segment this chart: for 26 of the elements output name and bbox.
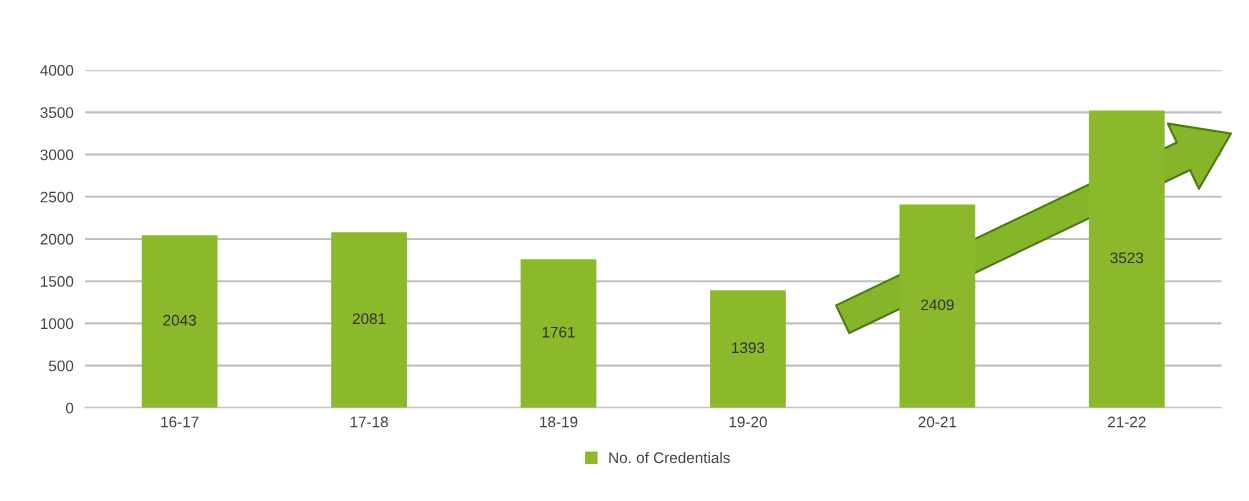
y-tick-label: 2500 [40, 191, 74, 203]
x-tick-label: 18-19 [540, 416, 578, 428]
x-tick-label: 21-22 [1108, 416, 1146, 428]
x-tick-label: 20-21 [918, 416, 957, 428]
y-tick-label: 3000 [40, 149, 74, 161]
x-tick-label: 17-18 [350, 416, 388, 428]
y-tick-label: 1500 [41, 276, 74, 287]
data-label: 1761 [542, 326, 575, 338]
x-tick-label: 19-20 [729, 416, 767, 428]
bar [141, 235, 218, 408]
y-tick-label: 1000 [41, 318, 74, 330]
legend-label: No. of Credentials [609, 451, 730, 464]
x-tick-label: 16-17 [161, 416, 199, 428]
y-tick-label: 500 [48, 360, 74, 372]
y-tick-label: 2000 [40, 233, 74, 245]
data-label: 2081 [352, 313, 386, 325]
y-tick-label: 4000 [40, 65, 74, 76]
data-label: 3523 [1110, 252, 1144, 264]
y-tick-label: 0 [65, 402, 74, 414]
bar [520, 259, 597, 408]
bar [331, 232, 407, 408]
y-tick-label: 3500 [40, 107, 74, 119]
data-label: 2043 [163, 314, 196, 326]
data-label: 1393 [732, 342, 765, 354]
data-label: 2409 [921, 299, 954, 311]
bar [710, 290, 786, 408]
